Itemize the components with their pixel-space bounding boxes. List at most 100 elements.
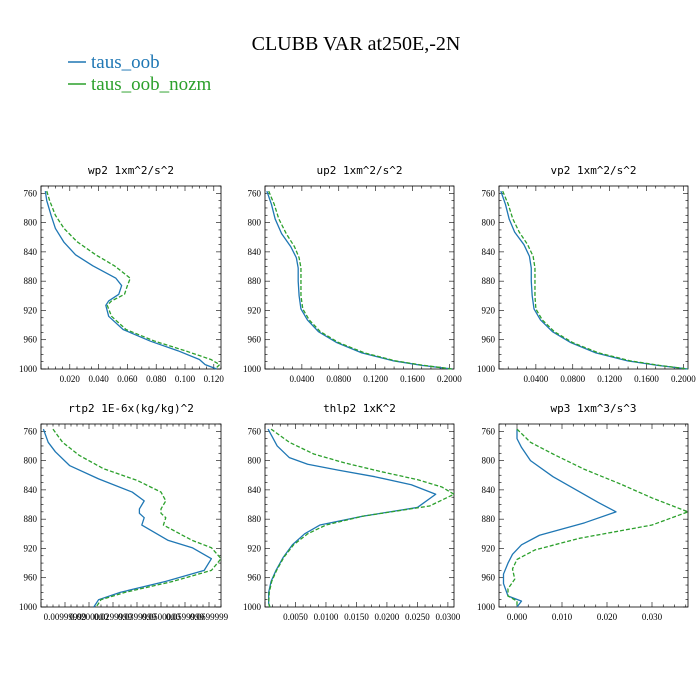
x-tick-label: 0.0399999 [118,612,157,622]
series-line-taus_oob [500,190,689,370]
x-tick-label: 0.2000 [437,374,462,384]
y-tick-label: 760 [248,188,262,198]
x-tick-label: 0.0050 [283,612,308,622]
x-tick-label: 0.000 [507,612,528,622]
y-tick-label: 880 [482,276,496,286]
y-tick-label: 760 [482,426,496,436]
y-tick-label: 760 [248,426,262,436]
y-tick-label: 960 [248,573,262,583]
figure-title: CLUBB VAR at250E,-2N [252,33,461,55]
y-tick-label: 760 [24,188,38,198]
legend-label-1: taus_oob_nozm [91,74,212,95]
y-tick-label: 840 [24,485,38,495]
panel-5: wp3 1xm^3/s^3 760 800 840 880 920 960 1000 0.000… [477,402,689,622]
y-tick-label: 920 [482,305,496,315]
series-line-taus_oob [502,429,617,608]
x-tick-label: 0.0299999 [94,612,133,622]
panel-0: wp2 1xm^2/s^2 760 800 840 880 920 960 1000 0.020… [19,164,224,384]
y-tick-label: 960 [482,335,496,345]
panel-frame-1 [264,185,455,370]
series-line-taus_oob_nozm [268,190,453,370]
y-tick-label: 840 [482,485,496,495]
x-tick-label: 0.020 [60,374,81,384]
panel-1: up2 1xm^2/s^2 760 800 840 880 920 960 1000 0.040… [243,164,462,384]
x-tick-label: 0.010 [552,612,573,622]
series-line-taus_oob [266,190,453,370]
y-tick-label: 800 [24,218,38,228]
y-tick-label: 1000 [243,602,262,612]
x-tick-label: 0.0400 [524,374,549,384]
series-line-taus_oob [44,191,217,370]
panel-title-0: wp2 1xm^2/s^2 [88,164,174,177]
x-tick-label: 0.1200 [597,374,622,384]
x-tick-label: 0.0800 [560,374,585,384]
x-tick-label: 0.060 [117,374,138,384]
series-line-taus_oob [267,428,437,608]
y-tick-label: 880 [24,514,38,524]
series-line-taus_oob_nozm [46,190,221,370]
x-tick-label: 0.1200 [363,374,388,384]
y-tick-label: 880 [248,276,262,286]
series-line-taus_oob [42,428,213,608]
panel-frame-4 [264,423,455,608]
y-tick-label: 920 [24,543,38,553]
series-line-taus_oob_nozm [507,428,689,607]
y-tick-label: 840 [482,247,496,257]
series-line-taus_oob_nozm [52,428,222,608]
x-tick-label: 0.0699999 [190,612,229,622]
y-tick-label: 800 [482,218,496,228]
y-tick-label: 880 [248,514,262,524]
x-tick-label: 0.0500000 [142,612,181,622]
panel-frame-2 [498,185,689,370]
y-tick-label: 1000 [243,364,262,374]
y-tick-label: 1000 [477,602,496,612]
x-tick-label: 0.120 [204,374,225,384]
y-tick-label: 960 [248,335,262,345]
y-tick-label: 920 [248,543,262,553]
y-tick-label: 840 [24,247,38,257]
y-tick-label: 920 [248,305,262,315]
panel-title-5: wp3 1xm^3/s^3 [550,402,636,415]
x-tick-label: 0.2000 [671,374,696,384]
y-tick-label: 840 [248,247,262,257]
y-tick-label: 1000 [19,364,38,374]
panel-title-4: thlp2 1xK^2 [323,402,396,415]
x-tick-label: 0.00999999 [44,612,87,622]
y-tick-label: 1000 [477,364,496,374]
y-tick-label: 800 [24,456,38,466]
series-line-taus_oob_nozm [268,428,455,608]
y-tick-label: 800 [248,456,262,466]
x-tick-label: 0.080 [146,374,167,384]
x-tick-label: 0.0300 [436,612,461,622]
y-tick-label: 1000 [19,602,38,612]
panel-4: thlp2 1xK^2 760 800 840 880 920 960 1000 0.0050 0… [243,402,461,622]
x-tick-label: 0.030 [642,612,663,622]
y-tick-label: 760 [24,426,38,436]
panel-frame-0 [40,185,222,370]
series-line-taus_oob_nozm [502,190,689,370]
panel-title-1: up2 1xm^2/s^2 [316,164,402,177]
x-tick-label: 0.0599999 [166,612,205,622]
y-tick-label: 840 [248,485,262,495]
y-tick-label: 880 [24,276,38,286]
y-tick-label: 920 [24,305,38,315]
legend-label-0: taus_oob [91,52,160,73]
panel-frame-5 [498,423,689,608]
panel-3: rtp2 1E-6x(kg/kg)^2 760 800 840 880 920 960 100… [19,402,229,622]
x-tick-label: 0.0250 [405,612,430,622]
x-tick-label: 0.040 [88,374,109,384]
x-tick-label: 0.0200000 [70,612,109,622]
y-tick-label: 760 [482,188,496,198]
y-tick-label: 880 [482,514,496,524]
y-tick-label: 960 [482,573,496,583]
y-tick-label: 960 [24,573,38,583]
x-tick-label: 0.0800 [326,374,351,384]
y-tick-label: 800 [482,456,496,466]
chart-panels: wp2 1xm^2/s^2 760 800 840 880 920 960 1000 0.020… [19,164,696,622]
panel-title-3: rtp2 1E-6x(kg/kg)^2 [68,402,194,415]
x-tick-label: 0.0400 [290,374,315,384]
x-tick-label: 0.1600 [634,374,659,384]
x-tick-label: 0.0100 [314,612,339,622]
